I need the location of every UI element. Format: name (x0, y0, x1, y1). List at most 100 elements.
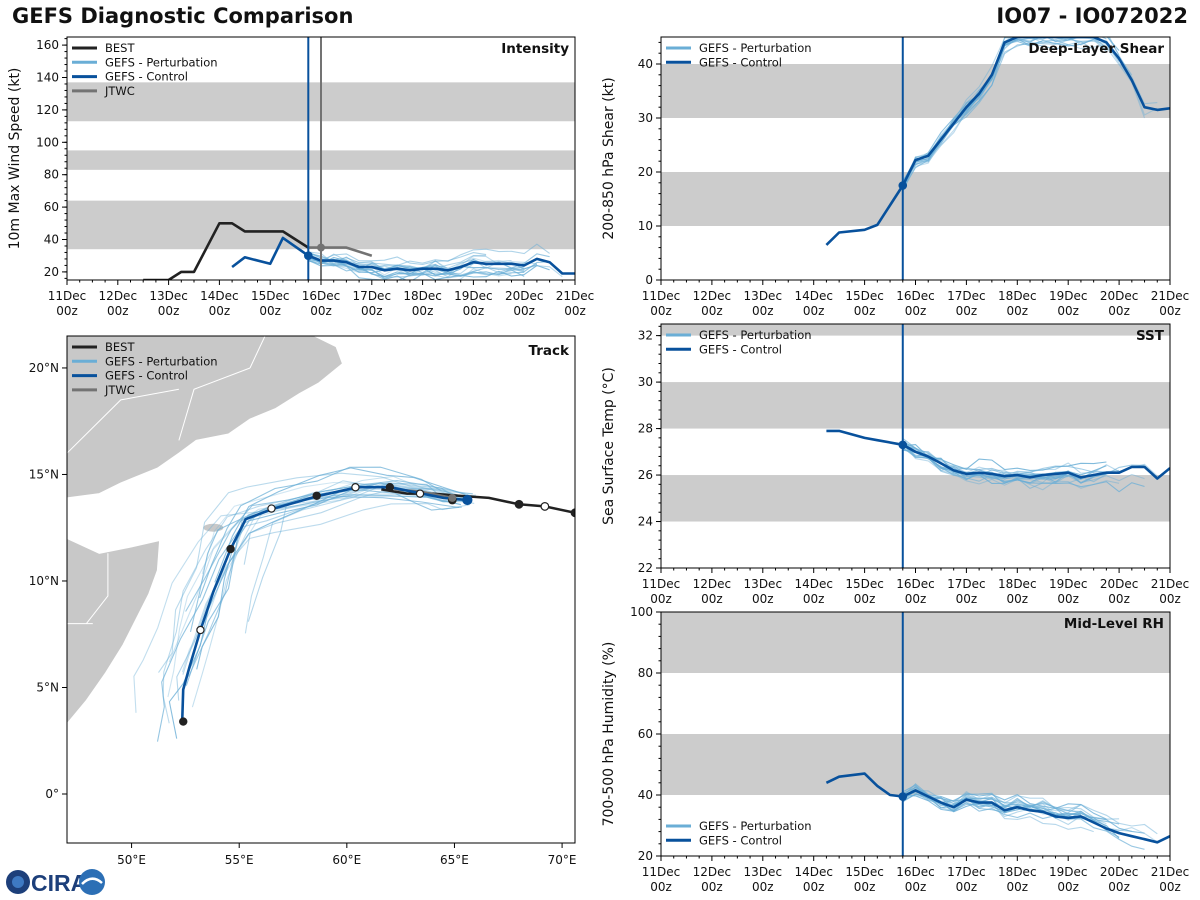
track-ytick-label-1: 5°N (36, 680, 59, 694)
shear-current-value-point (898, 181, 908, 190)
shear-ytick-label-4: 40 (638, 57, 653, 71)
rh-panel-title: Mid-Level RH (1064, 616, 1164, 632)
track-perturbation-member-15 (158, 472, 473, 673)
track-xtick-label-0: 50°E (117, 853, 146, 867)
track-ytick-label-0: 0° (45, 787, 59, 801)
rh-ytick-label-1: 40 (638, 788, 653, 802)
track-control-point-1 (415, 489, 425, 498)
intensity-ytick-label-2: 60 (44, 200, 59, 214)
sst-ytick-label-3: 28 (638, 422, 653, 436)
rh-xtick-day-3: 14Dec (794, 865, 833, 879)
track-xtick-label-3: 65°E (440, 853, 469, 867)
intensity-panel-title: Intensity (501, 41, 569, 57)
sst-xtick-day-0: 11Dec (642, 577, 681, 591)
intensity-ylabel: 10m Max Wind Speed (kt) (7, 68, 23, 250)
rh-ylabel: 700-500 hPa Humidity (%) (601, 642, 617, 827)
rh-ytick-label-4: 100 (630, 605, 653, 619)
intensity-panel: 2040608010012014016011Dec00z12Dec00z13De… (7, 36, 594, 318)
rh-plot-area (661, 612, 1170, 856)
cira-globe-core (12, 876, 24, 888)
rh-xtick-day-4: 15Dec (845, 865, 884, 879)
sst-xtick-day-4: 15Dec (845, 577, 884, 591)
rh-xtick-hr-1: 00z (701, 880, 723, 894)
track-perturbation-member-11 (191, 475, 463, 708)
track-perturbation-member-17 (214, 467, 466, 583)
rh-xtick-hr-5: 00z (905, 880, 927, 894)
sst-xtick-hr-1: 00z (701, 592, 723, 606)
track-ytick-label-2: 10°N (29, 574, 59, 588)
rh-xtick-day-8: 19Dec (1049, 865, 1088, 879)
sst-legend-label-0: GEFS - Perturbation (699, 328, 812, 342)
intensity-ytick-label-4: 100 (36, 135, 59, 149)
intensity-ytick-label-7: 160 (36, 38, 59, 52)
shear-xtick-hr-0: 00z (650, 304, 672, 318)
rh-legend-label-1: GEFS - Control (699, 833, 782, 847)
track-legend-label-0: BEST (105, 340, 135, 354)
shear-xtick-day-2: 13Dec (744, 289, 783, 303)
shear-xtick-hr-3: 00z (803, 304, 825, 318)
sst-xtick-day-7: 18Dec (998, 577, 1037, 591)
track-jtwc-point (448, 493, 457, 502)
shear-ytick-label-0: 0 (645, 273, 653, 287)
intensity-ytick-label-0: 20 (44, 265, 59, 279)
shear-ytick-label-2: 20 (638, 165, 653, 179)
partner-logo-icon (79, 869, 105, 895)
intensity-ytick-label-3: 80 (44, 168, 59, 182)
shear-xtick-hr-4: 00z (854, 304, 876, 318)
rh-band-1 (661, 612, 1170, 673)
track-perturbation-member-2 (176, 484, 469, 701)
rh-xtick-hr-6: 00z (956, 880, 978, 894)
sst-frame (660, 323, 1171, 569)
rh-xtick-day-7: 18Dec (998, 865, 1037, 879)
rh-perturbation-member-10 (902, 786, 1107, 831)
rh-xtick-day-2: 13Dec (744, 865, 783, 879)
intensity-plot-area (67, 37, 575, 280)
track-control-point-6 (226, 544, 235, 554)
intensity-perturbation-member-14 (308, 259, 550, 280)
intensity-series-jtwc (308, 246, 373, 257)
track-best-point-1 (540, 502, 550, 511)
track-perturbation-member-0 (182, 503, 470, 675)
sst-xtick-hr-2: 00z (752, 592, 774, 606)
track-xtick-label-2: 60°E (332, 853, 361, 867)
sst-xtick-day-2: 13Dec (744, 577, 783, 591)
sst-ytick-label-5: 32 (638, 329, 653, 343)
intensity-series-best (143, 222, 309, 280)
rh-xtick-day-5: 16Dec (896, 865, 935, 879)
shear-perturbation-member-8 (902, 37, 1146, 182)
track-perturbation-member-7 (156, 489, 462, 742)
track-best-point-0 (570, 508, 575, 518)
intensity-xtick-day-2: 13Dec (149, 289, 188, 303)
intensity-xtick-day-3: 14Dec (200, 289, 239, 303)
track-control-point-3 (351, 483, 360, 492)
track-control-point-2 (385, 483, 395, 492)
shear-xtick-hr-9: 00z (1108, 304, 1130, 318)
shear-band-0 (661, 172, 1170, 226)
sst-xtick-hr-10: 00z (1159, 592, 1181, 606)
sst-xtick-hr-4: 00z (854, 592, 876, 606)
horn-of-africa-land (67, 537, 161, 725)
sst-xtick-hr-5: 00z (905, 592, 927, 606)
intensity-xtick-hr-4: 00z (259, 304, 281, 318)
track-perturbation-member-1 (181, 486, 469, 673)
shear-ytick-label-1: 10 (638, 219, 653, 233)
sst-xtick-day-3: 14Dec (794, 577, 833, 591)
intensity-perturbation-member-6 (307, 251, 525, 280)
track-legend-label-2: GEFS - Control (105, 369, 188, 383)
sst-ytick-label-0: 22 (638, 561, 653, 575)
intensity-ytick-label-6: 140 (36, 71, 59, 85)
sst-perturbation-member-9 (902, 447, 1120, 477)
sst-panel-title: SST (1136, 328, 1165, 344)
shear-panel: 01020304011Dec00z12Dec00z13Dec00z14Dec00… (601, 36, 1189, 318)
intensity-xtick-day-0: 11Dec (48, 289, 87, 303)
sst-band-2 (661, 324, 1170, 336)
shear-xtick-day-5: 16Dec (896, 289, 935, 303)
sst-legend-label-1: GEFS - Control (699, 342, 782, 356)
intensity-current-value-point (304, 251, 313, 260)
rh-xtick-hr-8: 00z (1057, 880, 1079, 894)
shear-xtick-hr-7: 00z (1007, 304, 1029, 318)
sst-ytick-label-2: 26 (638, 468, 653, 482)
track-ytick-label-4: 20°N (29, 361, 59, 375)
sst-xtick-day-1: 12Dec (693, 577, 732, 591)
